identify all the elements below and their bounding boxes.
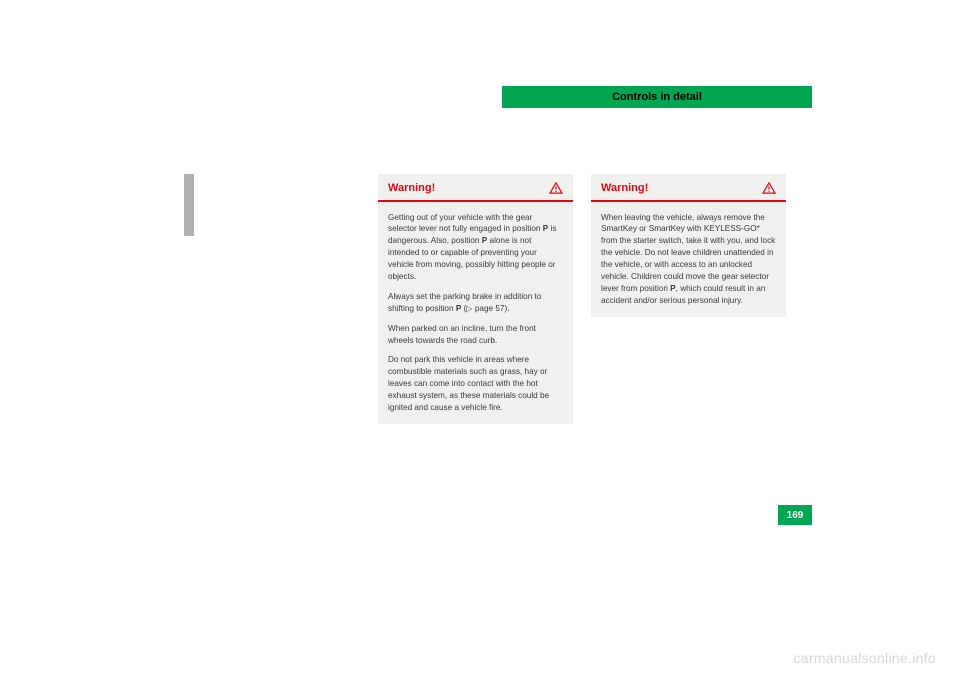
warning-title: Warning! [601, 182, 648, 194]
column-2: Warning! Getting out of your vehicle wit… [378, 174, 573, 424]
warning-triangle-icon [549, 182, 563, 194]
warning-box-smartkey: Warning! When leaving the vehicle, alway… [591, 174, 786, 317]
warning-divider [591, 200, 786, 202]
warning-triangle-icon [762, 182, 776, 194]
text: Getting out of your vehicle with the gea… [388, 213, 543, 234]
warning-header: Warning! [378, 174, 573, 200]
warning-divider [378, 200, 573, 202]
warning-title: Warning! [388, 182, 435, 194]
warning-paragraph: When leaving the vehicle, always remove … [601, 212, 776, 307]
section-header-bar: Controls in detail [502, 86, 812, 108]
warning-paragraph: Getting out of your vehicle with the gea… [388, 212, 563, 283]
column-1 [200, 174, 360, 424]
side-marker-bar [184, 174, 194, 236]
warning-paragraph: Do not park this vehicle in areas where … [388, 354, 563, 413]
warning-body: When leaving the vehicle, always remove … [591, 206, 786, 317]
page-number: 169 [787, 510, 804, 521]
content-columns: Warning! Getting out of your vehicle wit… [200, 174, 810, 424]
warning-paragraph: Always set the parking brake in addition… [388, 291, 563, 315]
section-header-title: Controls in detail [612, 91, 702, 103]
text: (▷ page 57). [461, 304, 509, 313]
warning-header: Warning! [591, 174, 786, 200]
watermark-text: carmanualsonline.info [794, 650, 937, 666]
warning-paragraph: When parked on an incline, turn the fron… [388, 323, 563, 347]
manual-page: Controls in detail Warning! Getting out … [0, 0, 960, 678]
page-number-badge: 169 [778, 505, 812, 525]
warning-box-parking: Warning! Getting out of your vehicle wit… [378, 174, 573, 424]
warning-body: Getting out of your vehicle with the gea… [378, 206, 573, 424]
column-3: Warning! When leaving the vehicle, alway… [591, 174, 786, 424]
text: When leaving the vehicle, always remove … [601, 213, 775, 293]
